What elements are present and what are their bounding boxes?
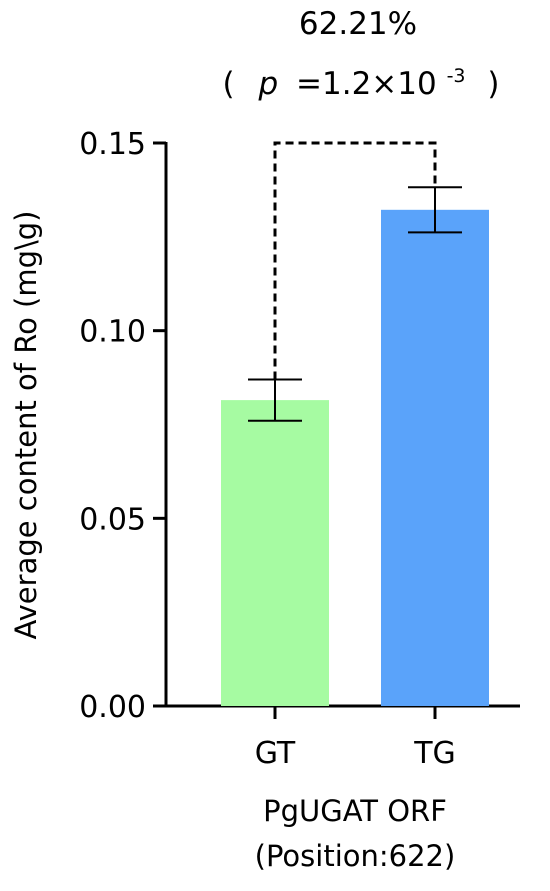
x-axis-label-line1: PgUGAT ORF <box>263 794 447 828</box>
p-value-equals: =1.2×10 <box>296 66 437 102</box>
p-value-label: ( p =1.2×10 -3 ) <box>223 54 500 102</box>
comparison-bracket <box>273 141 437 380</box>
bar-gt <box>221 400 329 706</box>
y-tick-label: 0.15 <box>79 127 146 162</box>
percent-increase-label: 62.21% <box>299 6 417 42</box>
plot-area: 0.00 0.05 0.10 0.15 GT TG <box>79 127 520 771</box>
x-tick-label: GT <box>255 736 296 771</box>
y-axis-label: Average content of Ro (mg\g) <box>9 211 43 640</box>
p-symbol: p <box>257 66 278 102</box>
p-value-exponent: -3 <box>447 65 466 87</box>
bar-tg <box>381 209 489 706</box>
p-value-close-paren: ) <box>487 66 499 102</box>
x-axis-label-line2: (Position:622) <box>255 839 456 873</box>
y-tick-label: 0.10 <box>79 315 146 350</box>
x-tick-label: TG <box>413 736 456 771</box>
y-tick-label: 0.05 <box>79 502 146 537</box>
p-value-open-paren: ( <box>223 66 235 102</box>
y-tick-label: 0.00 <box>79 690 146 725</box>
significance-annotation: 62.21% ( p =1.2×10 -3 ) <box>223 6 500 102</box>
